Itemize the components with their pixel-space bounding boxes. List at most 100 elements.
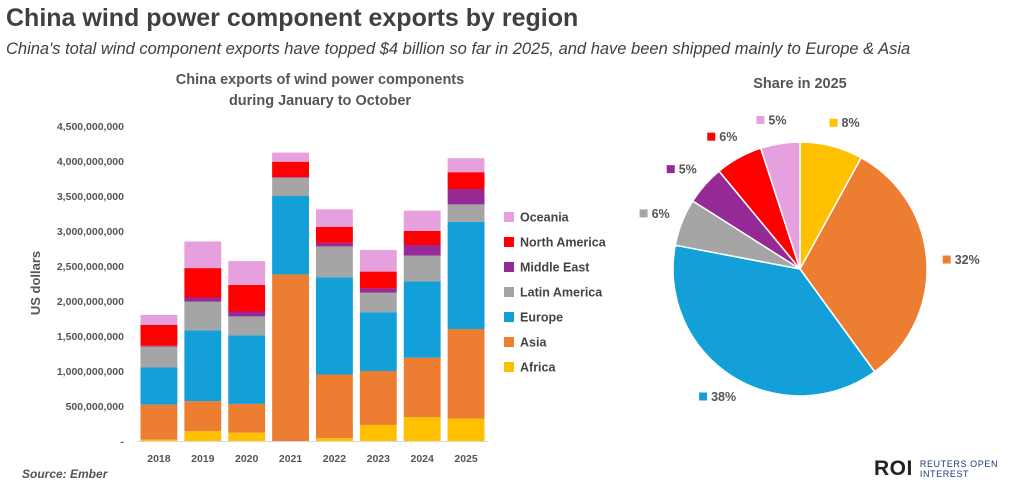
x-tick-label: 2025 — [454, 453, 478, 465]
y-tick-label: 4,500,000,000 — [57, 121, 124, 133]
bar-segment-europe-2019 — [184, 330, 222, 402]
pie-slice-europe — [672, 244, 876, 397]
bar-segment-africa-2022 — [316, 438, 353, 441]
bar-segment-north-america-2019 — [184, 268, 222, 298]
bar-segment-latin-america-2020 — [228, 316, 266, 336]
bar-segment-oceania-2023 — [359, 249, 397, 272]
bar-chart-title: China exports of wind power components d… — [120, 70, 520, 112]
bar-segment-europe-2018 — [140, 367, 178, 405]
pie-label-swatch-europe — [699, 392, 708, 401]
bar-segment-asia-2018 — [140, 404, 178, 440]
legend-label-oceania: Oceania — [520, 211, 570, 225]
y-tick-label: 1,500,000,000 — [57, 331, 124, 343]
bar-segment-asia-2019 — [184, 401, 222, 432]
y-tick-label: 3,500,000,000 — [57, 191, 124, 203]
roi-logo: ROI — [874, 457, 913, 480]
pie-label-middle-east: 5% — [679, 163, 697, 177]
pie-label-swatch-middle-east — [666, 165, 675, 174]
bar-chart: - 500,000,000 1,000,000,000 1,500,000,000 2,… — [28, 121, 488, 465]
pie-label-oceania: 5% — [768, 113, 786, 127]
pie-label-swatch-asia — [942, 255, 951, 264]
legend-label-africa: Africa — [520, 361, 556, 375]
pie-label-africa: 8% — [842, 116, 860, 130]
legend-label-europe: Europe — [520, 311, 563, 325]
x-tick-label: 2021 — [279, 453, 303, 465]
bar-segment-asia-2020 — [228, 403, 266, 433]
x-tick-label: 2020 — [235, 453, 259, 465]
bar-segment-oceania-2022 — [316, 209, 353, 227]
bar-segment-asia-2023 — [359, 371, 397, 425]
bar-segment-latin-america-2019 — [184, 301, 222, 331]
bar-segment-africa-2020 — [228, 432, 266, 441]
pie-chart-title: Share in 2025 — [753, 76, 847, 92]
bar-segment-asia-2024 — [403, 357, 441, 418]
bar-segment-africa-2023 — [359, 424, 397, 441]
x-tick-label: 2023 — [367, 453, 391, 465]
bar-segment-latin-america-2021 — [272, 177, 309, 196]
bar-segment-europe-2023 — [359, 312, 397, 371]
bar-segment-latin-america-2018 — [140, 346, 178, 368]
legend: Oceania North America Middle East Latin Ame… — [504, 211, 607, 375]
pie-label-europe: 38% — [711, 390, 736, 404]
bar-segment-middle-east-2024 — [403, 245, 441, 256]
legend-swatch-europe — [504, 312, 514, 322]
bar-chart-title-line1: China exports of wind power components — [175, 72, 465, 88]
legend-swatch-middle-east — [504, 262, 514, 272]
bar-segment-europe-2020 — [228, 335, 266, 404]
legend-label-latin-america: Latin America — [520, 286, 603, 300]
y-tick-label: 2,000,000,000 — [57, 296, 124, 308]
pie-slice-oceania — [759, 141, 801, 270]
pie-label-swatch-latin-america — [639, 209, 648, 218]
pie-slice-asia — [799, 156, 928, 373]
bar-segment-africa-2025 — [447, 418, 485, 441]
pie-chart: 8% 32% 38% 6% 5% 6% 5% — [639, 113, 980, 404]
legend-swatch-north-america — [504, 237, 514, 247]
chart-title: China wind power component exports by re… — [6, 4, 579, 32]
chart-subtitle: China's total wind component exports hav… — [6, 40, 911, 58]
bar-segment-oceania-2020 — [228, 261, 266, 285]
bar-segment-latin-america-2023 — [359, 292, 397, 313]
bar-segment-north-america-2023 — [359, 271, 397, 289]
bar-segment-north-america-2020 — [228, 284, 266, 312]
bar-segment-latin-america-2022 — [316, 246, 353, 278]
bar-segment-north-america-2018 — [140, 324, 178, 346]
brand-text: REUTERS OPEN INTEREST — [919, 459, 999, 479]
bar-segment-middle-east-2019 — [184, 297, 222, 302]
bar-segment-oceania-2019 — [184, 241, 222, 269]
bar-segment-oceania-2021 — [272, 152, 309, 162]
y-tick-label: 3,000,000,000 — [57, 226, 124, 238]
legend-swatch-latin-america — [504, 287, 514, 297]
y-axis-label: US dollars — [28, 251, 43, 315]
bar-segment-asia-2021 — [272, 274, 309, 441]
pie-label-swatch-africa — [829, 118, 838, 127]
legend-swatch-africa — [504, 362, 514, 372]
bar-segment-europe-2025 — [447, 221, 485, 329]
bar-segment-north-america-2021 — [272, 161, 309, 178]
bar-chart-title-line2: during January to October — [228, 93, 412, 109]
y-tick-label: 500,000,000 — [66, 401, 125, 413]
bar-segment-europe-2021 — [272, 196, 309, 275]
bar-segment-middle-east-2025 — [447, 189, 485, 205]
bar-segment-latin-america-2024 — [403, 255, 441, 282]
legend-swatch-asia — [504, 337, 514, 347]
y-tick-label: 1,000,000,000 — [57, 366, 124, 378]
bar-segment-middle-east-2020 — [228, 311, 266, 317]
y-tick-label: 2,500,000,000 — [57, 261, 124, 273]
bar-segment-middle-east-2023 — [359, 288, 397, 293]
legend-label-middle-east: Middle East — [520, 261, 590, 275]
brand: ROI REUTERS OPEN INTEREST — [874, 456, 1010, 482]
source-note: Source: Ember — [22, 467, 108, 481]
bar-segment-europe-2022 — [316, 277, 353, 375]
bar-segment-middle-east-2021 — [272, 177, 309, 178]
bar-segment-north-america-2022 — [316, 226, 353, 243]
pie-label-asia: 32% — [955, 253, 980, 267]
bar-segment-north-america-2025 — [447, 172, 485, 189]
pie-label-swatch-north-america — [707, 132, 716, 141]
bar-segment-africa-2018 — [140, 439, 178, 441]
bar-segment-oceania-2024 — [403, 210, 441, 231]
y-tick-label: - — [121, 436, 125, 448]
pie-label-swatch-oceania — [756, 115, 765, 124]
bar-segment-europe-2024 — [403, 281, 441, 358]
bar-segment-oceania-2025 — [447, 158, 485, 173]
bar-segment-latin-america-2025 — [447, 204, 485, 222]
